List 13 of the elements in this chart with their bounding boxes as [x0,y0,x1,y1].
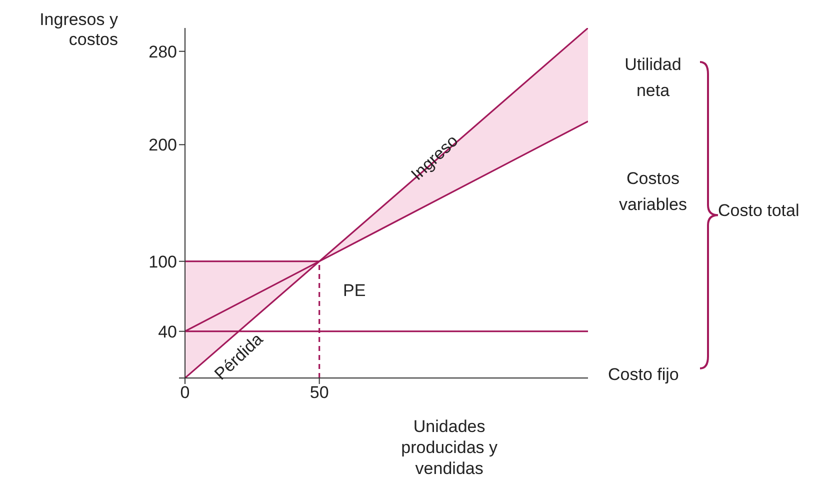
text: Costos variables [618,168,688,216]
ref-line-label: Costo fijo [608,365,679,386]
annotation: PE [342,281,367,302]
x-axis-title: Unidades producidas y vendidas [400,416,499,479]
y-tick-label: 200 [148,136,177,155]
y-tick-label: 280 [148,42,177,62]
y-tick-label: 100 [148,252,177,272]
y-tick-label: 40 [158,322,177,342]
x-tick-label: 0 [180,383,190,402]
text: Utilidad neta [624,54,682,102]
text: Costo total [718,200,800,222]
y-axis-title: Ingresos y costos [38,10,118,50]
x-tick-label: 50 [310,383,329,402]
